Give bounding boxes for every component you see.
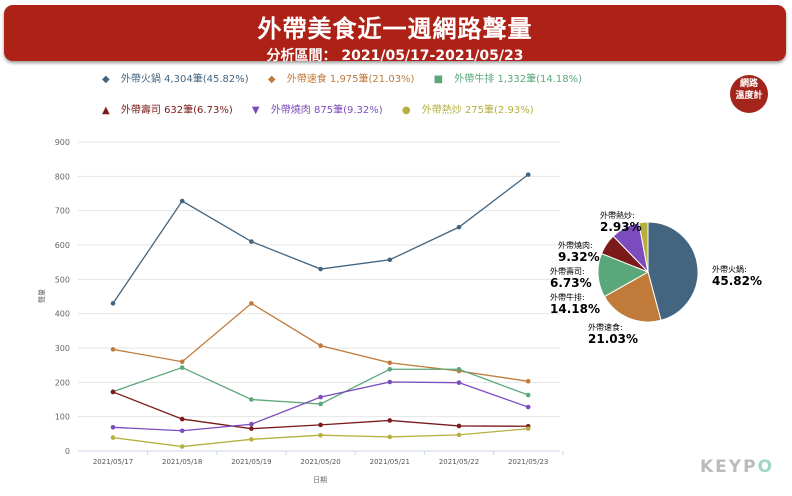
y-tick-label: 800 — [55, 172, 70, 181]
pie-slice[interactable] — [647, 221, 699, 321]
data-point[interactable] — [179, 428, 185, 434]
data-point[interactable] — [179, 198, 185, 204]
pie-label: 外帶燒肉: — [558, 240, 593, 250]
pie-percent: 9.32% — [558, 250, 600, 264]
pie-percent: 6.73% — [550, 276, 592, 290]
data-point[interactable] — [525, 172, 531, 177]
legend-marker-icon: ■ — [433, 74, 444, 85]
page-title: 外帶美食近一週網路聲量 — [257, 15, 533, 43]
pie-label: 外帶壽司: — [550, 266, 585, 276]
x-axis-title: 日期 — [313, 476, 327, 484]
pie-label: 外帶火鍋: — [712, 264, 747, 274]
legend-marker-icon: ▼ — [251, 105, 260, 116]
pie-label: 外帶熱炒: — [600, 210, 635, 220]
legend-marker-icon: ● — [401, 105, 411, 116]
date-range: 分析區間： 2021/05/17-2021/05/23 — [266, 48, 524, 64]
data-point[interactable] — [456, 366, 462, 372]
data-point[interactable] — [179, 444, 185, 449]
y-tick-label: 500 — [55, 275, 70, 284]
y-tick-label: 0 — [65, 447, 70, 456]
data-point[interactable] — [179, 359, 185, 365]
legend-row-2: ▲ 外帶壽司 632筆(6.73%) ▼ 外帶燒肉 875筆(9.32%) ● … — [102, 101, 550, 116]
data-point[interactable] — [387, 366, 393, 372]
data-point[interactable] — [318, 394, 323, 400]
y-tick-label: 700 — [55, 207, 70, 216]
pie-percent: 21.03% — [588, 332, 638, 346]
data-point[interactable] — [318, 266, 323, 272]
y-tick-label: 200 — [55, 378, 70, 387]
data-point[interactable] — [318, 343, 323, 348]
data-point[interactable] — [456, 432, 462, 438]
data-point[interactable] — [318, 432, 323, 438]
data-point[interactable] — [387, 360, 393, 366]
legend-row-1: ◆ 外帶火鍋 4,304筆(45.82%) ◆ 外帶速食 1,975筆(21.0… — [102, 70, 598, 85]
x-tick-label: 2021/05/17 — [93, 458, 133, 466]
data-point[interactable] — [318, 422, 323, 428]
data-point[interactable] — [525, 404, 531, 410]
data-point[interactable] — [387, 379, 393, 385]
x-tick-label: 2021/05/23 — [508, 458, 548, 466]
data-point[interactable] — [110, 301, 116, 306]
data-point[interactable] — [110, 425, 116, 430]
data-point[interactable] — [179, 416, 185, 422]
data-point[interactable] — [249, 421, 254, 427]
legend-item[interactable]: ▼ 外帶燒肉 875筆(9.32%) — [251, 105, 383, 116]
series-line — [112, 428, 529, 448]
legend-marker-icon: ◆ — [102, 74, 110, 85]
x-tick-label: 2021/05/18 — [162, 458, 202, 466]
data-point[interactable] — [249, 301, 254, 306]
pie-slice[interactable] — [638, 221, 649, 273]
title-banner: 外帶美食近一週網路聲量 分析區間： 2021/05/17-2021/05/23 — [4, 5, 786, 64]
legend-item[interactable]: ■ 外帶牛排 1,332筆(14.18%) — [433, 74, 583, 85]
data-point[interactable] — [110, 435, 116, 440]
legend-marker-icon: ▲ — [102, 105, 110, 116]
legend-item[interactable]: ▲ 外帶壽司 632筆(6.73%) — [102, 105, 233, 116]
data-point[interactable] — [249, 397, 254, 402]
data-point[interactable] — [249, 426, 254, 431]
data-point[interactable] — [110, 347, 116, 352]
x-tick-label: 2021/05/20 — [300, 458, 340, 466]
x-tick-label: 2021/05/19 — [231, 458, 271, 466]
data-point[interactable] — [387, 434, 393, 440]
y-tick-label: 400 — [55, 310, 70, 319]
pie-percent: 2.93% — [600, 220, 642, 234]
data-point[interactable] — [249, 239, 254, 244]
data-point[interactable] — [456, 423, 462, 429]
data-point[interactable] — [456, 224, 462, 230]
y-tick-label: 100 — [55, 413, 70, 422]
data-point[interactable] — [525, 426, 531, 431]
y-tick-label: 900 — [55, 138, 70, 147]
data-point[interactable] — [525, 379, 531, 384]
data-point[interactable] — [525, 392, 531, 398]
x-tick-label: 2021/05/21 — [370, 458, 410, 466]
pie-percent: 14.18% — [550, 302, 600, 316]
legend-item[interactable]: ● 外帶熱炒 275筆(2.93%) — [401, 105, 534, 116]
series-line — [112, 174, 529, 304]
legend-item[interactable]: ◆ 外帶火鍋 4,304筆(45.82%) — [102, 74, 249, 85]
data-point[interactable] — [456, 380, 462, 385]
thermometer-logo: 網路 溫度計 — [730, 75, 768, 113]
data-point[interactable] — [387, 418, 393, 423]
y-tick-label: 600 — [55, 241, 70, 250]
pie-label: 外帶牛排: — [550, 292, 585, 302]
x-tick-label: 2021/05/22 — [439, 458, 479, 466]
keypo-logo: KEYPO — [700, 457, 775, 477]
y-axis-title: 聲量 — [37, 289, 46, 303]
data-point[interactable] — [179, 365, 185, 370]
data-point[interactable] — [249, 437, 254, 442]
data-point[interactable] — [110, 389, 116, 395]
legend-marker-icon: ◆ — [267, 74, 276, 85]
data-point[interactable] — [318, 401, 323, 407]
legend-item[interactable]: ◆ 外帶速食 1,975筆(21.03%) — [267, 74, 415, 85]
pie-percent: 45.82% — [712, 274, 762, 288]
data-point[interactable] — [387, 257, 393, 263]
pie-label: 外帶速食: — [588, 322, 623, 332]
pie-slice[interactable] — [603, 271, 662, 323]
y-tick-label: 300 — [55, 344, 70, 353]
